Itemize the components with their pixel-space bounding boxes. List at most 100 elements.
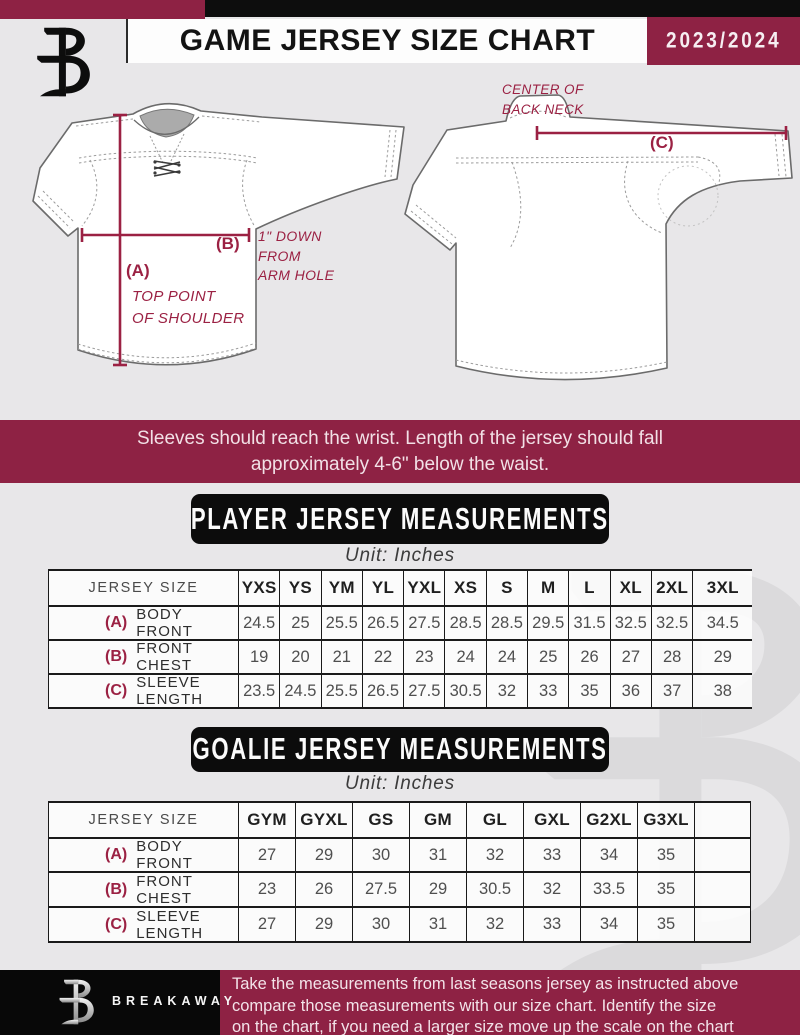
page-title-box: GAME JERSEY SIZE CHART [126, 19, 647, 63]
row-key: (B) [105, 880, 128, 898]
season-label: 2023/2024 [665, 28, 782, 53]
measurement-value-cell: 23 [403, 641, 445, 675]
measurement-row-label: (C) SLEEVE LENGTH [48, 674, 238, 709]
measurement-value-cell: 24 [444, 641, 486, 675]
footer-instructions: Take the measurements from last seasons … [232, 975, 739, 1035]
row-label-text: FRONT CHEST [136, 872, 193, 907]
measurement-value-cell: 29 [295, 908, 352, 943]
measurement-value-cell: 37 [650, 675, 693, 709]
label-b: (B) [216, 234, 240, 253]
table-label-header: JERSEY SIZE [48, 569, 238, 607]
measurement-value-cell: 20 [279, 641, 321, 675]
measurement-value-cell: 27 [238, 908, 295, 943]
size-column-header: YXL [403, 569, 445, 607]
measurement-row-label: (C) SLEEVE LENGTH [48, 908, 238, 943]
measurement-value-cell: 24 [485, 641, 528, 675]
measurement-value-cell: 32.5 [650, 607, 693, 641]
measurement-value-cell: 34.5 [692, 607, 753, 641]
measurement-value-cell: 24.5 [279, 675, 321, 709]
size-column-header: L [568, 569, 610, 607]
measurement-value-cell: 33 [523, 839, 580, 873]
season-badge: 2023/2024 [647, 17, 800, 65]
measurement-value-cell: 38 [692, 675, 753, 709]
measurement-value-cell: 31 [409, 908, 466, 943]
measurement-value-cell: 25.5 [320, 675, 362, 709]
elbow-pad-outline [657, 165, 719, 227]
measurement-value-cell: 30.5 [466, 873, 523, 908]
measurement-value-cell: 23 [238, 873, 295, 908]
size-column-header: YXS [238, 569, 280, 607]
footer-brand-panel [0, 970, 220, 1035]
measurement-value-cell: 28 [650, 641, 693, 675]
size-column-header: YM [320, 569, 362, 607]
measurement-value-cell: 31.5 [568, 607, 610, 641]
size-column-header: XS [444, 569, 486, 607]
table-label-header: JERSEY SIZE [48, 801, 238, 839]
page-title: GAME JERSEY SIZE CHART [179, 24, 596, 57]
label-a-description: TOP POINT OF SHOULDER [132, 288, 245, 327]
goalie-unit-label: Unit: Inches [345, 773, 455, 794]
measurement-value-cell: 29 [692, 641, 753, 675]
size-column-header: GXL [523, 801, 580, 839]
player-unit-label: Unit: Inches [345, 545, 455, 566]
size-column-header: GM [409, 801, 466, 839]
measurement-value-cell: 22 [361, 641, 404, 675]
fit-notice-banner: Sleeves should reach the wrist. Length o… [0, 420, 800, 483]
row-key: (A) [105, 614, 128, 631]
goalie-size-table: JERSEY SIZE GYM GYXL GS GM GL GXL G2XL G3XL (A) BO… [48, 801, 751, 943]
size-column-header: XL [609, 569, 651, 607]
size-column-header: 2XL [650, 569, 693, 607]
measurement-value-cell: 26.5 [361, 607, 404, 641]
size-column-header [694, 801, 751, 839]
measurement-value-cell: 25 [279, 607, 321, 641]
size-column-header: S [485, 569, 528, 607]
row-key: (C) [105, 915, 128, 933]
footer-brand-name: BREAKAWAY [112, 994, 238, 1008]
row-label-text: SLEEVE LENGTH [136, 674, 204, 708]
footer-breakaway-logo [59, 979, 94, 1025]
goalie-section-header: GOALIE JERSEY MEASUREMENTS [191, 727, 609, 772]
measurement-value-cell [694, 908, 751, 943]
measurement-value-cell: 33 [527, 675, 569, 709]
back-jersey-illustration [404, 94, 793, 381]
footer-note-panel [220, 970, 800, 1035]
measurement-value-cell: 29 [295, 839, 352, 873]
size-column-header: GS [352, 801, 409, 839]
measurement-value-cell: 27 [609, 641, 651, 675]
row-key: (C) [105, 682, 128, 699]
player-section-title: PLAYER JERSEY MEASUREMENTS [191, 501, 609, 536]
measurement-value-cell: 27.5 [352, 873, 409, 908]
goalie-section-title: GOALIE JERSEY MEASUREMENTS [192, 732, 608, 766]
measurement-line-a [113, 113, 127, 367]
measurement-value-cell: 33.5 [580, 873, 637, 908]
measurement-value-cell: 27.5 [403, 607, 445, 641]
size-column-header: M [527, 569, 569, 607]
measurement-value-cell: 26 [295, 873, 352, 908]
measurement-value-cell: 35 [637, 908, 694, 943]
measurement-value-cell: 24.5 [238, 607, 280, 641]
measurement-row-label: (A) BODY FRONT [48, 606, 238, 641]
measurement-value-cell: 32 [523, 873, 580, 908]
row-key: (A) [105, 846, 128, 863]
measurement-value-cell: 35 [568, 675, 610, 709]
measurement-line-c [535, 126, 788, 140]
measurement-value-cell: 36 [609, 675, 651, 709]
measurement-value-cell: 25 [527, 641, 569, 675]
breakaway-logo [37, 27, 90, 97]
size-column-header: YL [361, 569, 404, 607]
row-label-text: SLEEVE LENGTH [136, 907, 204, 942]
measurement-value-cell: 26.5 [361, 675, 404, 709]
measurement-value-cell: 33 [523, 908, 580, 943]
measurement-value-cell: 28.5 [444, 607, 486, 641]
lace-detail [153, 160, 181, 177]
measurement-value-cell: 30 [352, 839, 409, 873]
measurement-value-cell: 21 [320, 641, 362, 675]
measurement-row-label: (B) FRONT CHEST [48, 873, 238, 908]
measurement-value-cell: 31 [409, 839, 466, 873]
size-column-header: 3XL [692, 569, 753, 607]
measurement-value-cell: 29.5 [527, 607, 569, 641]
measurement-value-cell: 26 [568, 641, 610, 675]
measurement-value-cell: 30.5 [444, 675, 486, 709]
size-column-header: G2XL [580, 801, 637, 839]
